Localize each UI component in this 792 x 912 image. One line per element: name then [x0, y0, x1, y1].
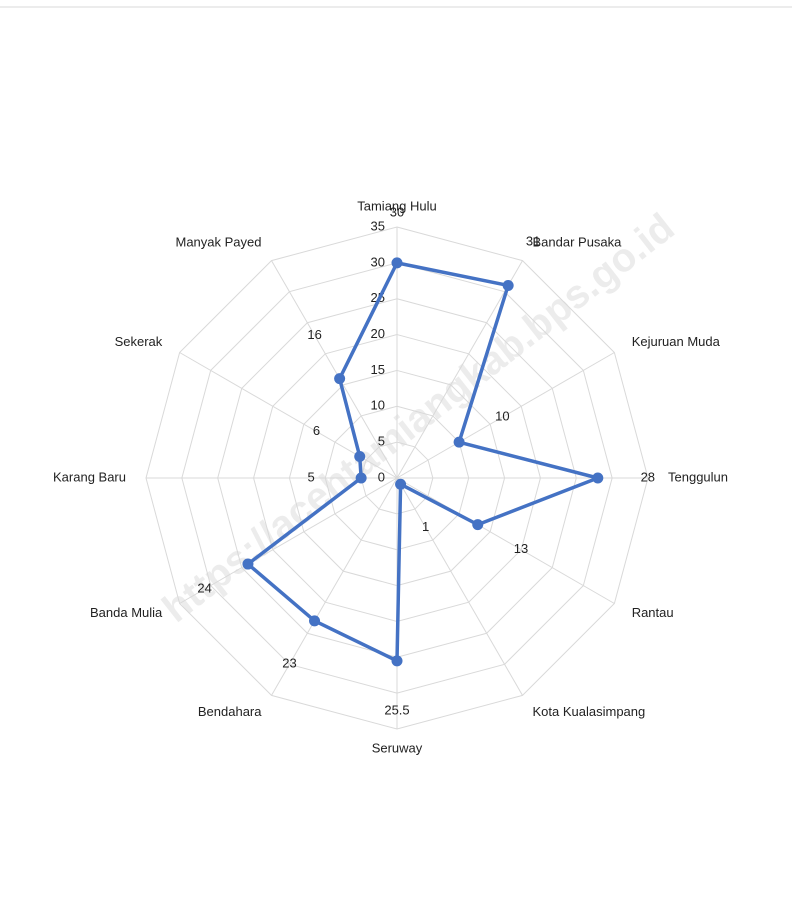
r-tick-label: 35 [371, 218, 385, 233]
spoke [271, 477, 398, 696]
data-point [391, 655, 403, 667]
category-label: Kota Kualasimpang [533, 704, 646, 719]
data-label: 24 [197, 580, 211, 595]
category-label: Tenggulun [668, 469, 728, 484]
data-point [391, 257, 403, 269]
r-tick-label: 0 [378, 469, 385, 484]
data-point [395, 478, 407, 490]
spoke [396, 477, 615, 604]
data-label: 6 [313, 423, 320, 438]
category-label: Seruway [372, 740, 423, 755]
category-label: Banda Mulia [90, 605, 163, 620]
data-label: 16 [307, 327, 321, 342]
data-point [472, 519, 484, 531]
category-label: Bendahara [198, 704, 262, 719]
r-tick-label: 20 [371, 326, 385, 341]
data-label: 5 [308, 469, 315, 484]
spoke [271, 260, 398, 479]
data-label: 28 [641, 469, 655, 484]
category-label: Manyak Payed [176, 235, 262, 250]
r-tick-label: 15 [371, 362, 385, 377]
data-label: 10 [495, 409, 509, 424]
category-label: Karang Baru [53, 469, 126, 484]
data-point [453, 436, 465, 448]
data-label: 13 [514, 541, 528, 556]
data-point [355, 472, 367, 484]
data-label: 25.5 [384, 702, 409, 717]
data-point [242, 558, 254, 570]
data-point [334, 373, 346, 385]
spoke [396, 477, 523, 696]
r-tick-label: 5 [378, 434, 385, 449]
category-label: Bandar Pusaka [533, 235, 623, 250]
spoke [179, 477, 398, 604]
category-label: Rantau [632, 605, 674, 620]
category-label: Sekerak [115, 334, 163, 349]
data-point [309, 615, 321, 627]
data-point [502, 279, 514, 291]
data-label: 30 [390, 204, 404, 219]
data-point [592, 472, 604, 484]
data-label: 23 [282, 656, 296, 671]
data-point [354, 450, 366, 462]
r-tick-label: 30 [371, 254, 385, 269]
spoke [396, 260, 523, 479]
spoke [396, 352, 615, 479]
category-label: Tamiang Hulu [357, 198, 437, 213]
r-tick-label: 10 [371, 398, 385, 413]
data-label: 1 [422, 519, 429, 534]
data-label: 31 [526, 234, 540, 249]
category-label: Kejuruan Muda [632, 334, 721, 349]
